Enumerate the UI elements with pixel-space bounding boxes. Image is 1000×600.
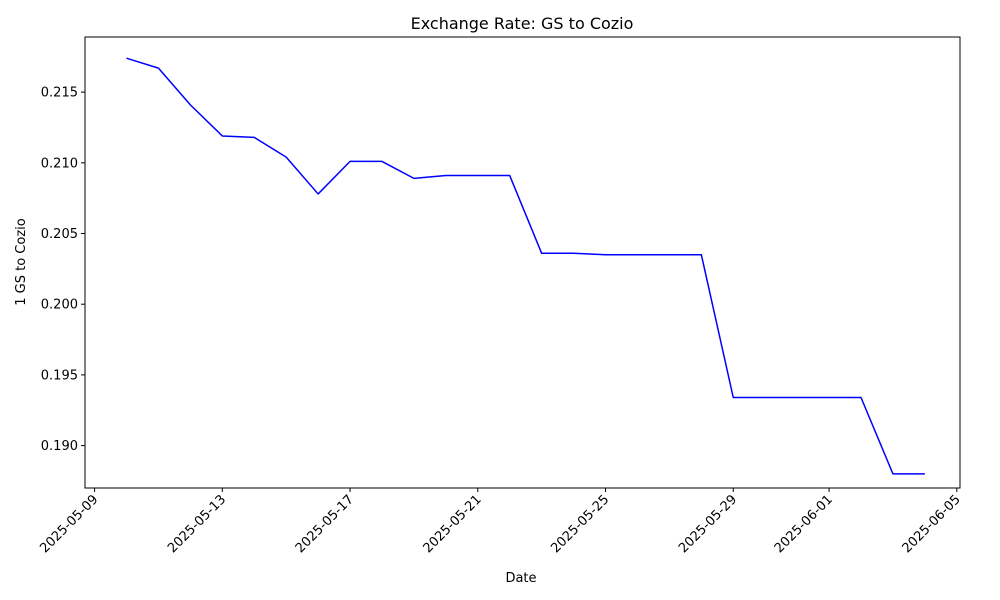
data-point bbox=[827, 395, 832, 400]
data-point bbox=[539, 251, 544, 256]
x-axis-label: Date bbox=[505, 571, 536, 586]
data-point bbox=[571, 251, 576, 256]
data-point bbox=[443, 173, 448, 178]
data-point bbox=[859, 395, 864, 400]
data-point bbox=[316, 191, 321, 196]
data-point bbox=[507, 173, 512, 178]
y-tick-label: 0.190 bbox=[41, 439, 78, 454]
data-point bbox=[699, 252, 704, 257]
y-tick-label: 0.210 bbox=[41, 156, 78, 171]
data-point bbox=[890, 471, 895, 476]
y-tick-label: 0.200 bbox=[41, 298, 78, 313]
y-axis-label: 1 GS to Cozio bbox=[14, 218, 29, 306]
data-point bbox=[667, 252, 672, 257]
data-point bbox=[731, 395, 736, 400]
chart-title: Exchange Rate: GS to Cozio bbox=[411, 14, 634, 33]
y-tick-label: 0.215 bbox=[41, 86, 78, 101]
series-layer bbox=[124, 56, 927, 476]
y-tick-label: 0.195 bbox=[41, 368, 78, 383]
y-tick-label: 0.205 bbox=[41, 227, 78, 242]
data-point bbox=[475, 173, 480, 178]
plot-frame bbox=[84, 36, 961, 489]
data-point bbox=[348, 159, 353, 164]
y-axis: 0.190 0.195 0.200 0.205 0.210 0.215 bbox=[41, 86, 85, 454]
data-point bbox=[763, 395, 768, 400]
data-point bbox=[188, 102, 193, 107]
data-point bbox=[156, 66, 161, 71]
data-point bbox=[379, 159, 384, 164]
data-point bbox=[124, 56, 129, 61]
series-line-0 bbox=[126, 57, 925, 475]
data-point bbox=[603, 252, 608, 257]
data-point bbox=[220, 133, 225, 138]
data-point bbox=[284, 155, 289, 160]
data-point bbox=[795, 395, 800, 400]
plot-area bbox=[85, 37, 960, 488]
data-point bbox=[922, 471, 927, 476]
data-point bbox=[411, 176, 416, 181]
data-point bbox=[635, 252, 640, 257]
data-point bbox=[252, 135, 257, 140]
